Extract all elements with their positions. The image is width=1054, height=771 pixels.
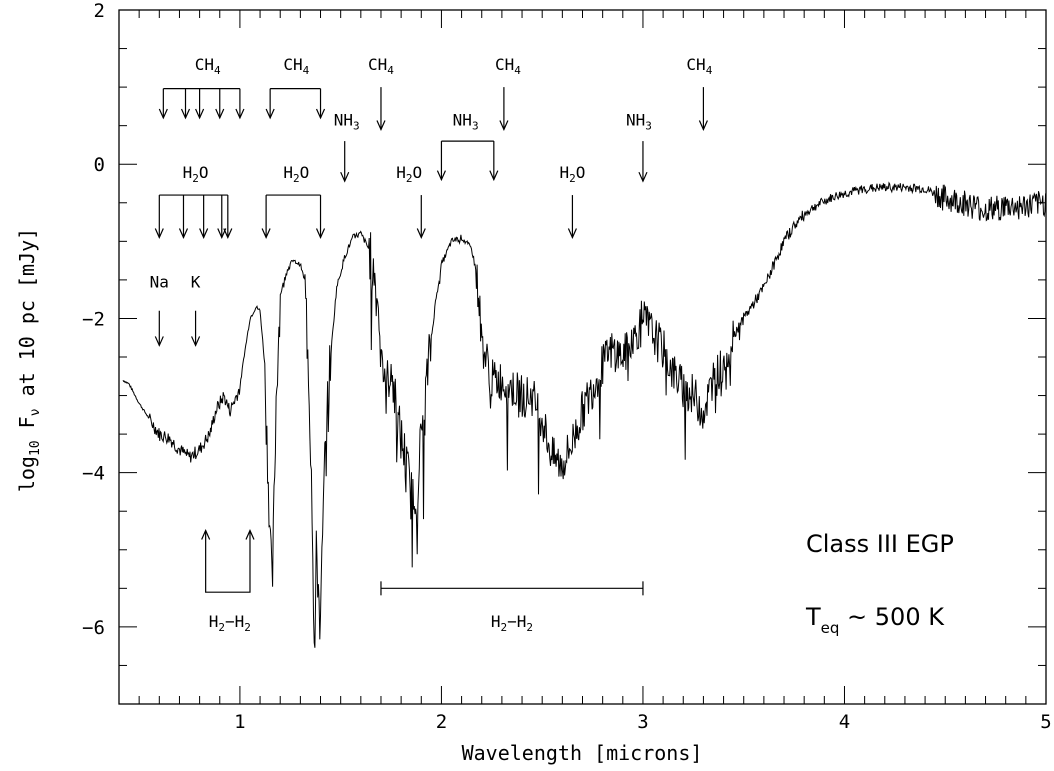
plot-frame <box>118 9 1047 705</box>
arrow-head <box>376 120 386 131</box>
nh3-label-2: NH3 <box>453 111 479 133</box>
arrow-head-up <box>201 529 211 540</box>
ch4-label-4: CH4 <box>495 55 521 77</box>
x-tick-label: 1 <box>234 711 245 733</box>
arrow-head <box>158 108 168 120</box>
arrow-head <box>180 108 191 120</box>
nh3-label-1: NH3 <box>334 111 360 133</box>
arrow-head <box>195 108 205 120</box>
teq-sub: eq <box>821 619 840 637</box>
na-label: Na <box>150 273 169 292</box>
arrow-head <box>489 170 499 182</box>
arrow-head <box>315 228 326 239</box>
arrow-head <box>178 228 189 239</box>
teq-t: T <box>805 603 821 631</box>
ch4-label-1: CH4 <box>195 55 221 77</box>
arrow-head <box>638 171 648 183</box>
arrow-head <box>199 228 209 239</box>
arrow-head <box>235 108 245 120</box>
y-axis-label-sub: 10 <box>28 440 43 456</box>
y-axis-label-f: F <box>15 416 39 440</box>
teq-rest: ~ 500 K <box>839 603 945 631</box>
nh3-label-3: NH3 <box>626 111 652 133</box>
annotations: CH4 CH4 CH4 CH4 CH4 NH3 NH3 NH3 H2O H2O H2O H2O Na K H… <box>150 55 713 634</box>
arrow-head <box>416 228 426 239</box>
axis-ticks <box>119 9 1047 705</box>
y-tick-label: −4 <box>82 463 105 485</box>
x-tick-label: 5 <box>1040 711 1051 733</box>
arrow-head <box>215 108 225 120</box>
arrow-head <box>436 170 446 182</box>
arrow-head <box>154 228 164 239</box>
h2o-label-1: H2O <box>183 163 209 185</box>
class-label: Class III EGP <box>806 530 954 558</box>
h2o-label-2: H2O <box>283 163 309 185</box>
x-tick-label: 2 <box>436 711 447 733</box>
x-tick-label: 3 <box>637 711 648 733</box>
y-tick-label: −6 <box>82 617 105 639</box>
ch4-label-5: CH4 <box>686 55 712 77</box>
y-axis-label-rest: at 10 pc [mJy] <box>15 228 39 409</box>
k-label: K <box>191 273 201 292</box>
teq-label: Teq ~ 500 K <box>805 603 945 637</box>
spectrum-series <box>122 181 1047 648</box>
x-axis-label: Wavelength [microns] <box>462 741 703 765</box>
spectrum-line <box>122 181 1047 648</box>
h2h2-bracket-1 <box>205 530 251 593</box>
arrow-head <box>698 120 708 131</box>
y-tick-label: 0 <box>94 154 105 176</box>
arrow-head-up <box>245 529 255 540</box>
arrow-head <box>261 228 271 239</box>
y-tick-label: −2 <box>82 308 105 330</box>
arrow-head <box>223 228 233 239</box>
arrow-head <box>191 336 201 347</box>
ch4-label-3: CH4 <box>368 55 394 77</box>
y-axis-label-nu: ν <box>28 408 43 416</box>
arrow-head <box>265 108 275 120</box>
y-axis-label-log: log <box>15 456 39 492</box>
plot-border <box>118 9 1047 705</box>
y-axis-label: log10 Fν at 10 pc [mJy] <box>15 228 43 492</box>
arrow-head <box>315 108 326 120</box>
arrow-head <box>217 228 227 239</box>
ch4-label-2: CH4 <box>283 55 309 77</box>
arrow-head <box>154 336 164 347</box>
arrow-head <box>567 228 577 239</box>
h2o-label-4: H2O <box>559 163 585 185</box>
h2o-label-3: H2O <box>396 163 422 185</box>
tick-labels: 1 2 3 4 5 2 0 −2 −4 −6 <box>82 0 1052 733</box>
h2h2-label-1: H2−H2 <box>209 612 251 634</box>
h2h2-label-2: H2−H2 <box>491 612 533 634</box>
x-tick-label: 4 <box>839 711 850 733</box>
arrow-head <box>499 120 509 131</box>
y-tick-label: 2 <box>94 0 105 22</box>
arrow-head <box>340 171 350 183</box>
